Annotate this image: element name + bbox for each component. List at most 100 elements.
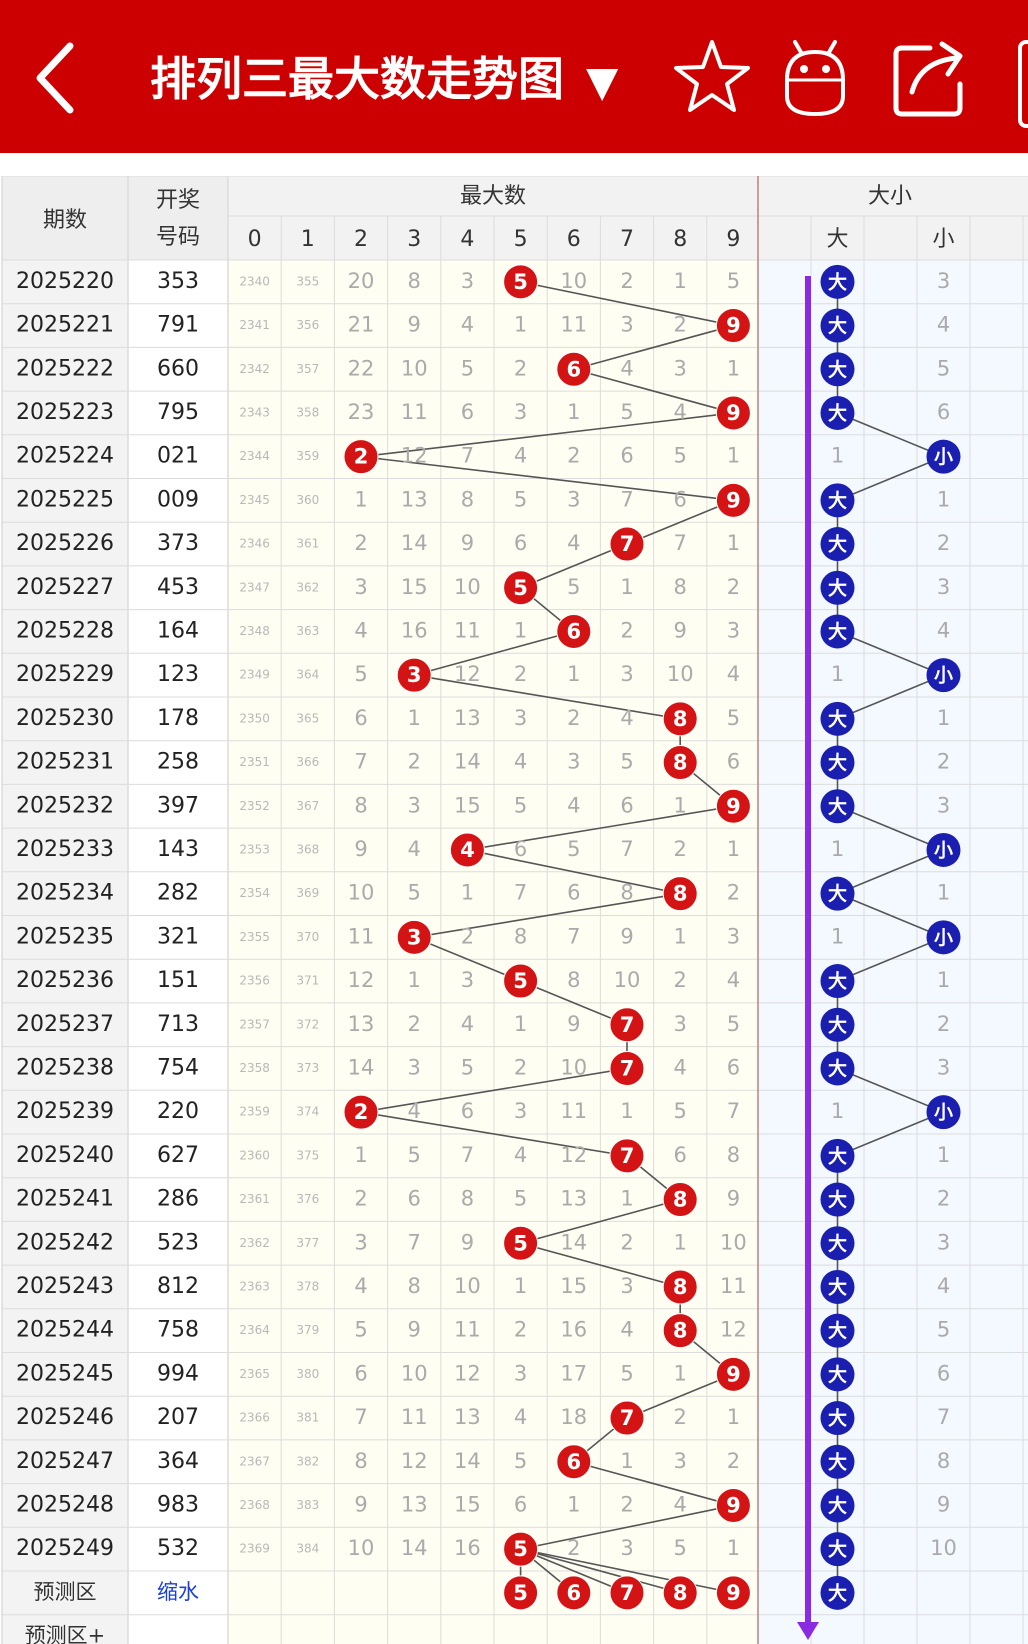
miss-value: 5 xyxy=(567,575,580,599)
overflow-icon[interactable] xyxy=(1018,40,1028,128)
row-bg xyxy=(128,959,228,1003)
miss-value: 4 xyxy=(727,662,740,686)
period-cell: 2025228 xyxy=(16,618,114,643)
miss-value: 2 xyxy=(727,575,740,599)
header-period: 期数 xyxy=(43,208,87,233)
share-icon[interactable] xyxy=(890,32,970,122)
miss-value: 3 xyxy=(620,1536,633,1560)
period-cell: 2025239 xyxy=(16,1099,114,1124)
size-miss-value: 5 xyxy=(937,1318,950,1342)
row-bg xyxy=(758,697,1028,741)
predict-ball-label: 7 xyxy=(620,1581,635,1605)
number-cell: 983 xyxy=(157,1492,199,1517)
size-miss-value: 7 xyxy=(937,1405,950,1429)
predict-ball[interactable] xyxy=(715,1575,751,1611)
miss-value: 2 xyxy=(408,750,421,774)
size-miss-value: 3 xyxy=(937,1230,950,1254)
row-bg xyxy=(2,565,128,610)
predict-ball[interactable] xyxy=(609,1575,645,1611)
miss-value: 1 xyxy=(620,1449,633,1473)
predict-size-ball[interactable] xyxy=(820,1575,855,1610)
miss-value: 8 xyxy=(514,924,527,948)
number-cell: 009 xyxy=(157,487,199,512)
miss-value: 10 xyxy=(614,968,641,992)
max-ball-label: 6 xyxy=(566,357,581,381)
size-ball-small xyxy=(926,920,961,955)
row-bg xyxy=(2,915,128,960)
size-miss-value: 1 xyxy=(831,924,844,948)
back-chevron-icon[interactable] xyxy=(28,38,88,118)
size-ball-big xyxy=(820,570,855,605)
max-ball-label: 6 xyxy=(566,1450,581,1474)
miss-value: 6 xyxy=(674,487,687,511)
miss-value: 2364 xyxy=(239,1323,270,1337)
period-cell: 2025244 xyxy=(16,1318,114,1343)
miss-value: 3 xyxy=(620,313,633,337)
miss-value: 2349 xyxy=(239,668,270,682)
size-ball-big xyxy=(820,1532,855,1567)
star-icon[interactable] xyxy=(672,32,752,122)
miss-value: 373 xyxy=(296,1061,319,1075)
dropdown-arrow-icon[interactable]: ▼ xyxy=(586,57,619,106)
size-miss-value: 2 xyxy=(937,1187,950,1211)
miss-value: 2350 xyxy=(239,711,270,725)
miss-value: 13 xyxy=(348,1012,375,1036)
max-ball xyxy=(449,832,485,868)
miss-value: 13 xyxy=(560,1187,587,1211)
header-digit-7: 7 xyxy=(620,227,634,252)
size-miss-value: 6 xyxy=(937,400,950,424)
miss-value: 3 xyxy=(514,1099,527,1123)
page-title[interactable]: 排列三最大数走势图 xyxy=(150,52,564,106)
miss-value: 3 xyxy=(620,662,633,686)
header-digit-5: 5 xyxy=(514,227,528,252)
robot-icon[interactable] xyxy=(775,32,855,122)
max-ball-label: 2 xyxy=(354,445,369,469)
miss-value: 12 xyxy=(560,1143,587,1167)
trend-table-svg[interactable]: 期数开奖号码最大数 大小0 1 2 3 4 5 6 7 8 9 大小2025220 353 2340 355… xyxy=(0,176,1028,1644)
row-bg xyxy=(128,522,228,566)
row-bg xyxy=(128,1483,228,1528)
row-bg xyxy=(128,1177,228,1222)
header-bg xyxy=(228,176,1028,260)
row-bg xyxy=(2,1090,128,1134)
miss-value: 368 xyxy=(296,842,319,856)
trend-chart[interactable]: 期数 开奖 号码 最大数 大小 0 1 2 3 4 5 6 7 8 9 大小 2025220 353 2340 355… xyxy=(0,176,1028,1644)
header-digit-3: 3 xyxy=(407,227,421,252)
size-ball-big xyxy=(820,701,855,736)
miss-value: 22 xyxy=(348,356,375,380)
miss-value: 14 xyxy=(401,531,428,555)
predict-ball-label: 9 xyxy=(726,1581,741,1605)
max-ball xyxy=(503,1531,539,1567)
miss-value: 2 xyxy=(354,1187,367,1211)
size-ball-label: 大 xyxy=(828,1057,847,1080)
max-ball-label: 9 xyxy=(726,1493,741,1517)
predict-ball[interactable] xyxy=(503,1575,539,1611)
predict-link[interactable]: 缩水 xyxy=(157,1580,199,1604)
miss-value: 2 xyxy=(727,881,740,905)
row-bg xyxy=(758,653,1028,697)
miss-value: 11 xyxy=(348,924,375,948)
size-ball-label: 大 xyxy=(828,401,847,424)
max-ball xyxy=(715,1487,751,1523)
miss-value: 2347 xyxy=(239,580,270,594)
period-cell: 2025238 xyxy=(16,1055,114,1080)
miss-value: 4 xyxy=(408,1099,421,1123)
size-ball-label: 小 xyxy=(934,665,953,687)
row-bg xyxy=(128,391,228,435)
size-ball-big xyxy=(820,1488,855,1523)
predict-ball[interactable] xyxy=(662,1575,698,1611)
miss-value: 2 xyxy=(727,1449,740,1473)
max-ball xyxy=(556,351,592,387)
miss-value: 8 xyxy=(354,1449,367,1473)
max-ball xyxy=(556,1444,592,1480)
number-cell: 364 xyxy=(157,1449,199,1474)
miss-value: 4 xyxy=(354,1274,367,1298)
miss-value: 12 xyxy=(720,1318,747,1342)
predict-ball[interactable] xyxy=(556,1575,592,1611)
miss-value: 3 xyxy=(461,269,474,293)
miss-value: 14 xyxy=(454,1449,481,1473)
row-bg xyxy=(128,347,228,392)
miss-value: 381 xyxy=(296,1411,319,1425)
row-bg xyxy=(2,1352,128,1397)
miss-value: 1 xyxy=(727,837,740,861)
